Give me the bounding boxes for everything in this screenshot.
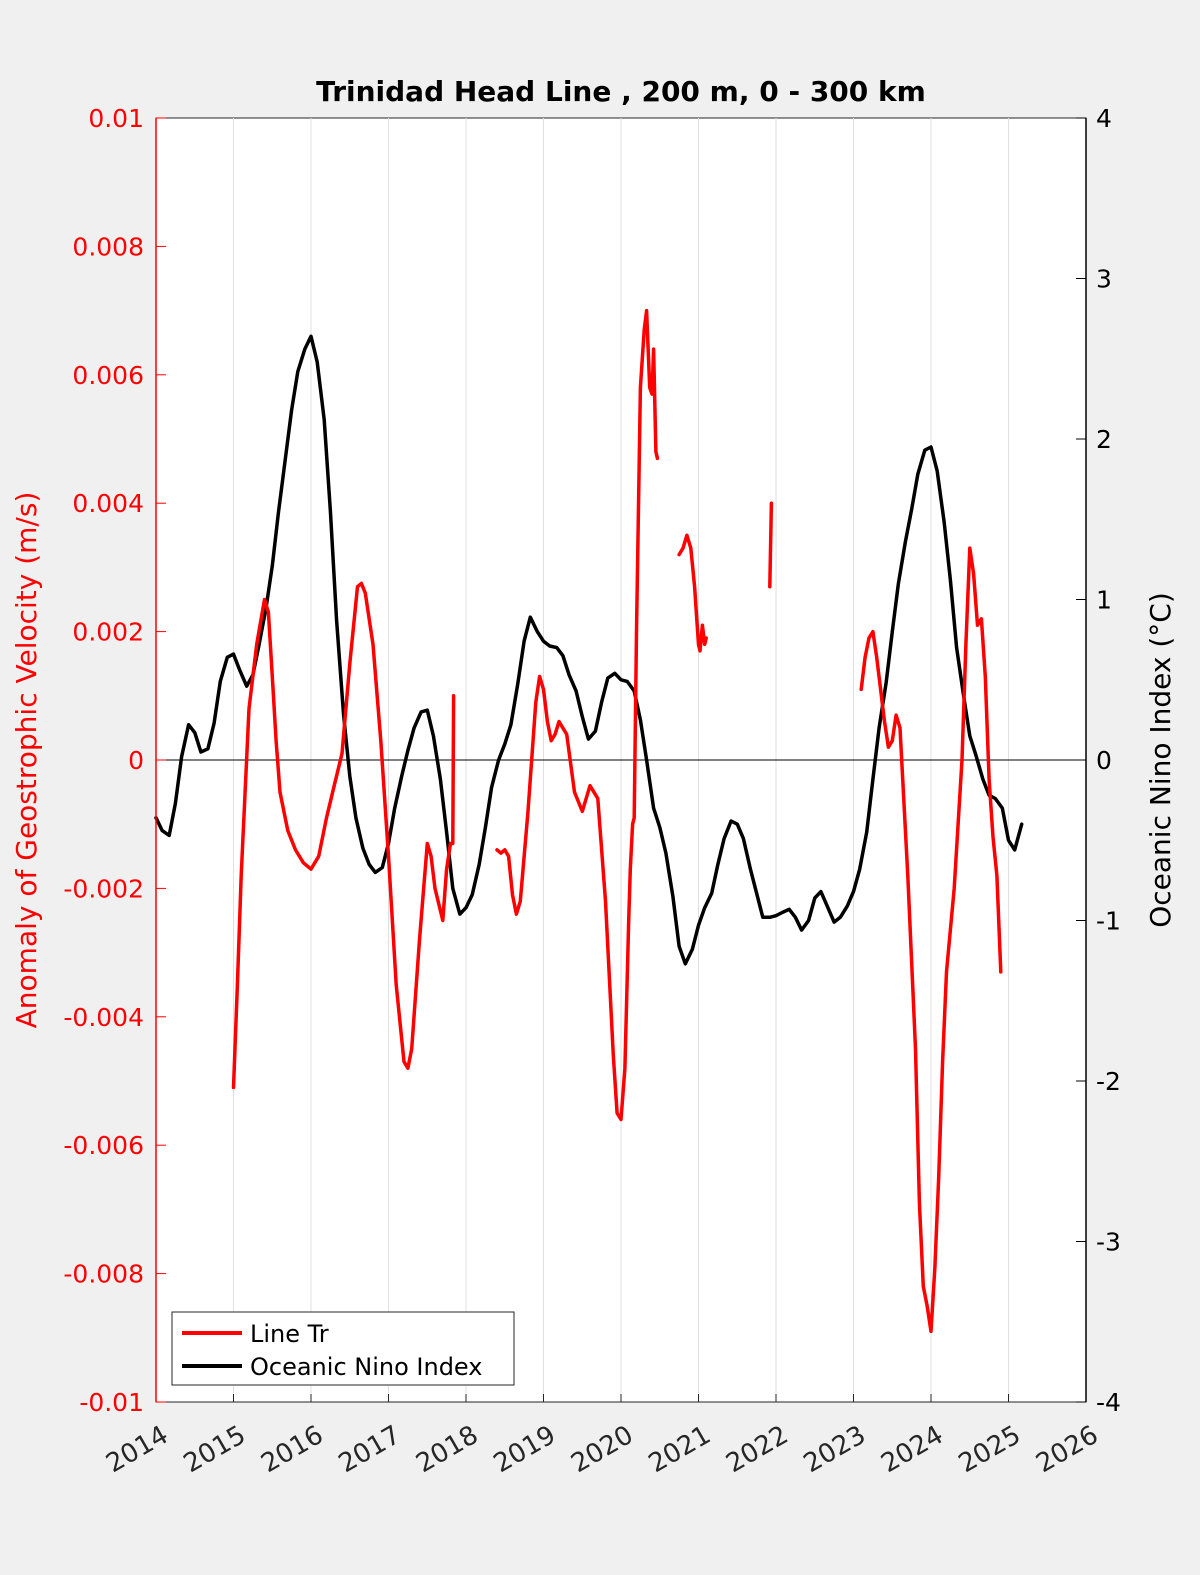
left-y-axis-label: Anomaly of Geostrophic Velocity (m/s) (10, 492, 43, 1029)
left-y-tick-label: -0.002 (63, 874, 144, 903)
right-y-tick-label: -2 (1096, 1067, 1121, 1096)
left-y-tick-label: 0.006 (72, 361, 144, 390)
chart-title: Trinidad Head Line , 200 m, 0 - 300 km (316, 75, 926, 108)
left-y-tick-label: -0.004 (63, 1003, 144, 1032)
legend-label-line-tr: Line Tr (250, 1320, 329, 1348)
right-y-tick-label: 3 (1096, 265, 1112, 294)
series-line-tr-segment (859, 546, 1003, 1334)
left-y-tick-label: 0.004 (72, 489, 144, 518)
legend-box (171, 1311, 515, 1386)
legend-label-oni: Oceanic Nino Index (250, 1353, 482, 1381)
right-y-tick-label: 4 (1096, 104, 1112, 133)
left-y-tick-label: 0.008 (72, 232, 144, 261)
series-line-tr-segment (451, 694, 456, 846)
left-y-tick-label: -0.01 (79, 1388, 144, 1417)
series-oni-line (154, 334, 1024, 966)
right-y-axis-label: Oceanic Nino Index (°C) (1144, 592, 1177, 928)
left-y-tick-label: 0.01 (88, 104, 144, 133)
left-y-tick-label: -0.006 (63, 1131, 144, 1160)
series-line-tr-segment (231, 581, 453, 1090)
left-y-axis: 0.01 0.008 0.006 0.004 0.002 0 -0.002 -0.004 -0.… (63, 104, 166, 1417)
legend: Line Tr Oceanic Nino Index (171, 1311, 515, 1386)
right-y-tick-label: 0 (1096, 746, 1112, 775)
right-y-tick-label: 2 (1096, 425, 1112, 454)
series-layer (154, 308, 1024, 1334)
series-line-tr-segment (495, 308, 660, 1122)
right-y-tick-label: -4 (1096, 1388, 1121, 1417)
series-line-tr-segment (677, 533, 708, 653)
right-y-axis: 4 3 2 1 0 -1 -2 -3 -4 (1076, 104, 1121, 1417)
right-y-tick-label: -3 (1096, 1228, 1121, 1257)
left-y-tick-label: -0.008 (63, 1260, 144, 1289)
right-y-tick-label: -1 (1096, 907, 1121, 936)
series-line-tr-segment (768, 501, 774, 589)
right-y-tick-label: 1 (1096, 586, 1112, 615)
left-y-tick-label: 0 (128, 746, 144, 775)
left-y-tick-label: 0.002 (72, 618, 144, 647)
